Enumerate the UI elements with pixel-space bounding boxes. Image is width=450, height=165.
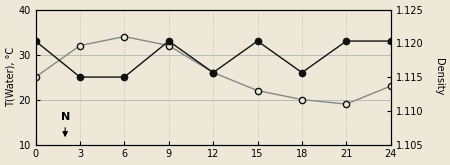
- Y-axis label: T(Water), °C: T(Water), °C: [5, 47, 16, 107]
- Text: N: N: [61, 112, 70, 136]
- Y-axis label: Density: Density: [434, 58, 445, 96]
